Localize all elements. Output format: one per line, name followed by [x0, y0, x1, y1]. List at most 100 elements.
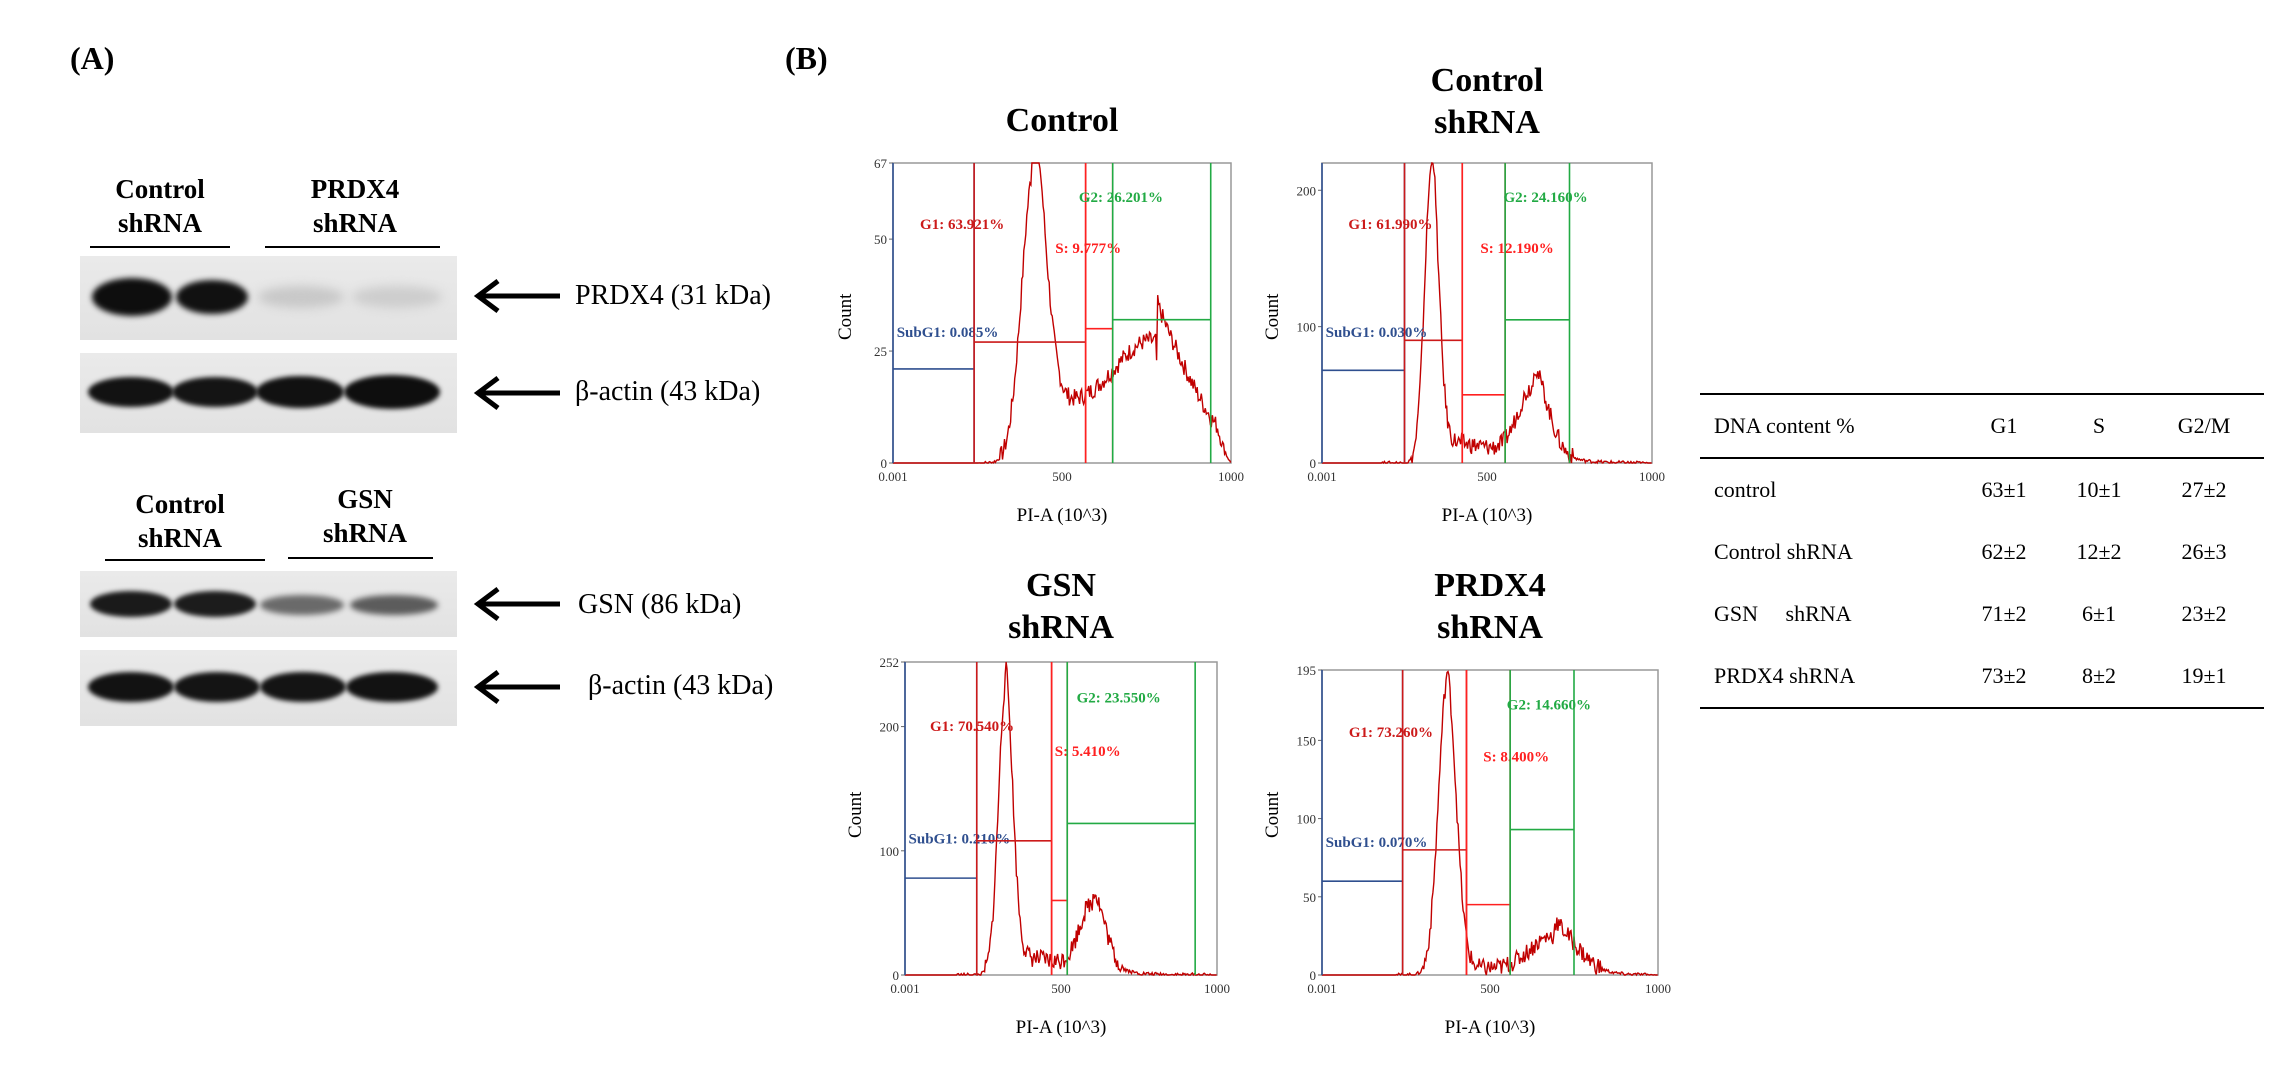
x-tick-label: 1000: [1204, 981, 1230, 996]
wb-gsn-blot: [80, 571, 457, 637]
table-cell: 19±1: [2181, 663, 2227, 688]
gate-label-s: S: 5.410%: [1055, 744, 1121, 760]
y-tick-label: 50: [874, 232, 887, 247]
gate-label-s: S: 12.190%: [1480, 241, 1553, 257]
table-row: GSN shRNA 71±2 6±1 23±2: [1700, 583, 2264, 645]
gate-label-g1: G1: 63.921%: [920, 217, 1004, 233]
y-tick-label: 0: [893, 968, 900, 983]
dna-content-table: DNA content % G1 S G2/M control 63±1 10±…: [1700, 393, 2264, 709]
table-cell: 10±1: [2076, 477, 2122, 502]
x-tick-label: 500: [1051, 981, 1071, 996]
table-cell: 73±2: [1981, 663, 2027, 688]
band-bottom-actin-lane1: [88, 672, 174, 702]
table-cell: PRDX4 shRNA: [1714, 663, 1856, 688]
histogram-line: [893, 162, 1232, 464]
x-tick-label: 1000: [1639, 469, 1665, 484]
wb-bottom-actin-blot: [80, 650, 457, 726]
band-prdx4-lane4: [352, 286, 442, 308]
table-cell: GSN shRNA: [1714, 601, 1852, 626]
wb-label-bottom-actin: β-actin (43 kDa): [588, 670, 774, 701]
table-cell: 63±1: [1981, 477, 2027, 502]
x-tick-label: 500: [1477, 469, 1497, 484]
wb-bottom-header-gsn-line1: GSN: [337, 484, 393, 514]
plot-frame: [904, 661, 1218, 976]
wb-top-header-control: Control shRNA: [90, 172, 230, 240]
wb-top-underline-prdx4: [265, 246, 440, 248]
table-cell: 62±2: [1981, 539, 2027, 564]
x-tick-label: 0.001: [1307, 981, 1336, 996]
table-header-g2m: G2/M: [2177, 413, 2231, 438]
plot-frame: [892, 162, 1232, 464]
gate-label-g2: G2: 26.201%: [1079, 190, 1163, 206]
x-tick-label: 0.001: [1307, 469, 1336, 484]
wb-top-header-control-line2: shRNA: [117, 208, 203, 238]
x-tick-label: 0.001: [890, 981, 919, 996]
histogram-title: Control: [1005, 102, 1119, 139]
x-tick-label: 1000: [1218, 469, 1244, 484]
band-top-actin-lane4: [344, 375, 440, 409]
table-header-dna-content: DNA content %: [1714, 413, 1855, 438]
histogram-plot: 0 25 50 67 0.001 500 1000 SubG1: 0.085% G1: 63.9…: [874, 156, 1244, 484]
histogram-xlabel: PI-A (10^3): [1015, 1017, 1107, 1038]
y-tick-label: 100: [1297, 320, 1317, 335]
table-row: PRDX4 shRNA 73±2 8±2 19±1: [1700, 645, 2264, 708]
gate-label-subg1: SubG1: 0.210%: [909, 832, 1011, 848]
table-cell: 26±3: [2181, 539, 2227, 564]
panel-label-a: (A): [70, 40, 115, 76]
arrow-left-icon: [473, 376, 560, 410]
gate-label-s: S: 9.777%: [1055, 241, 1121, 257]
histogram-line: [1322, 670, 1658, 977]
wb-bottom-underline-gsn: [288, 557, 433, 559]
wb-top-header-prdx4-line1: PRDX4: [310, 174, 400, 204]
gate-label-g1: G1: 61.990%: [1348, 217, 1432, 233]
band-gsn-lane3: [260, 595, 344, 615]
band-bottom-actin-lane4: [346, 672, 438, 702]
table-cell: 8±2: [2081, 663, 2117, 688]
gate-label-g1: G1: 70.540%: [930, 719, 1014, 735]
wb-prdx4-blot: [80, 256, 457, 340]
histogram-xlabel: PI-A (10^3): [1016, 505, 1108, 526]
plot-frame: [1321, 669, 1659, 976]
band-top-actin-lane2: [172, 377, 258, 407]
table-cell: Control shRNA: [1714, 539, 1853, 564]
table-cell: 27±2: [2181, 477, 2227, 502]
wb-label-top-actin: β-actin (43 kDa): [575, 376, 761, 407]
wb-bottom-header-control-line1: Control: [135, 489, 225, 519]
table-cell: 71±2: [1981, 601, 2027, 626]
wb-top-actin-blot: [80, 353, 457, 433]
x-tick-label: 500: [1480, 981, 1500, 996]
dna-content-table-wrap: DNA content % G1 S G2/M control 63±1 10±…: [1700, 393, 2264, 709]
histogram-plot: 0 100 200 252 0.001 500 1000 SubG1: 0.210% G1: 7…: [880, 655, 1231, 996]
arrow-left-icon: [473, 279, 560, 313]
table-cell: 12±2: [2076, 539, 2122, 564]
wb-top-header-prdx4: PRDX4 shRNA: [275, 172, 435, 240]
x-tick-label: 1000: [1645, 981, 1671, 996]
arrow-left-icon: [473, 587, 560, 621]
table-cell: control: [1714, 477, 1777, 502]
y-tick-label: 100: [880, 844, 900, 859]
histogram-plot: 0 100 200 0.001 500 1000 SubG1: 0.030% G1: 61.9…: [1297, 162, 1665, 484]
plot-frame: [1321, 162, 1653, 464]
wb-top-header-control-line1: Control: [115, 174, 205, 204]
table-row: control 63±1 10±1 27±2: [1700, 458, 2264, 521]
y-tick-label: 200: [1297, 183, 1317, 198]
gate-label-g2: G2: 14.660%: [1507, 698, 1591, 714]
y-tick-label: 67: [874, 156, 888, 171]
y-tick-label: 0: [881, 456, 888, 471]
histogram-line: [905, 661, 1217, 977]
band-bottom-actin-lane3: [260, 672, 346, 702]
gate-label-subg1: SubG1: 0.085%: [897, 325, 999, 341]
table-header-row: DNA content % G1 S G2/M: [1700, 394, 2264, 458]
wb-label-gsn: GSN (86 kDa): [578, 589, 742, 620]
wb-bottom-header-gsn: GSN shRNA: [290, 482, 440, 550]
band-top-actin-lane1: [88, 377, 174, 407]
band-prdx4-lane1: [92, 278, 172, 316]
histogram-line: [1322, 162, 1652, 465]
gate-label-subg1: SubG1: 0.030%: [1326, 325, 1428, 341]
panel-label-b: (B): [785, 40, 828, 76]
histogram-xlabel: PI-A (10^3): [1444, 1017, 1536, 1038]
table-header-s: S: [2092, 413, 2106, 438]
gate-label-g2: G2: 23.550%: [1077, 691, 1161, 707]
y-tick-label: 25: [874, 344, 887, 359]
wb-top-underline-control: [90, 246, 230, 248]
